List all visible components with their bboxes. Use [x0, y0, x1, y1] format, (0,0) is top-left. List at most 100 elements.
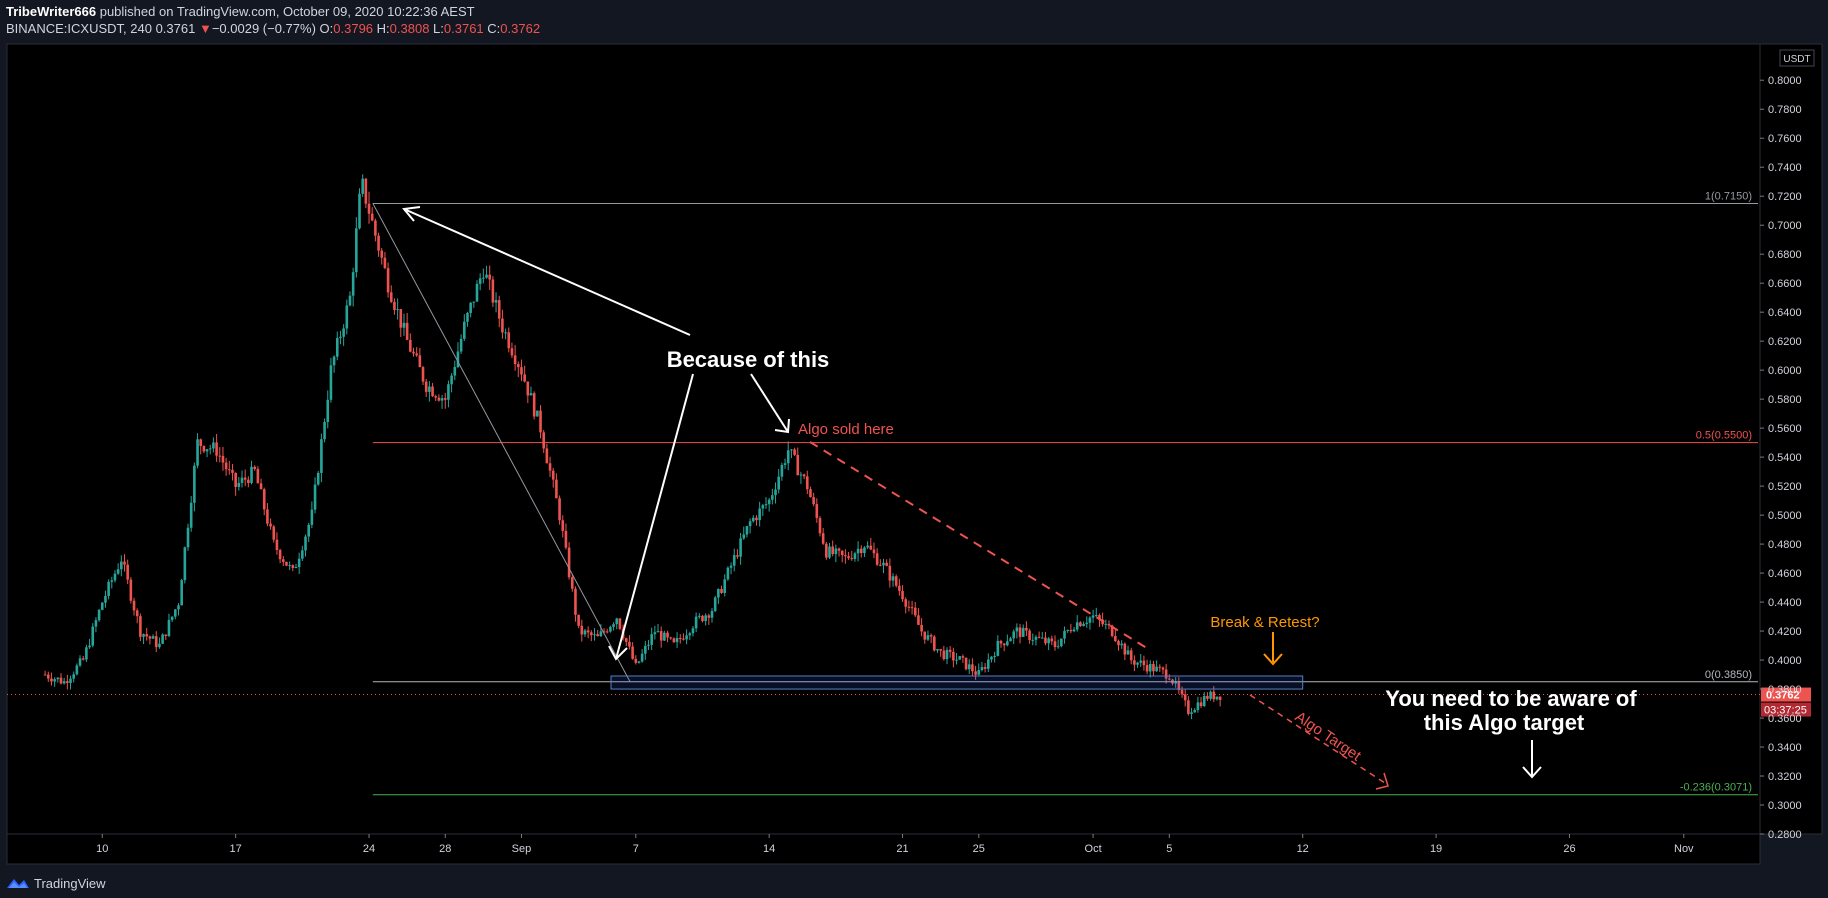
candle-body: [148, 636, 152, 639]
candle-body: [253, 466, 257, 470]
candle-body: [713, 597, 717, 612]
candle-body: [393, 301, 396, 310]
candle-body: [767, 499, 771, 505]
down-trend-line: [809, 441, 1151, 651]
candle-body: [1209, 691, 1212, 699]
candle-body: [761, 505, 765, 509]
candle-body: [145, 634, 149, 637]
candle-body: [497, 300, 501, 319]
candle-body: [904, 599, 908, 607]
candle-body: [456, 351, 460, 368]
candle-body: [1002, 643, 1006, 646]
candles-layer: [43, 174, 1222, 720]
tradingview-logo-icon[interactable]: [6, 875, 30, 891]
y-tick-label: 0.6400: [1768, 307, 1802, 319]
candle-body: [952, 651, 955, 661]
y-tick-label: 0.7600: [1768, 133, 1802, 145]
candle-body: [361, 178, 364, 194]
candle-body: [329, 365, 333, 400]
candle-body: [288, 565, 291, 567]
symbol-label[interactable]: BINANCE:ICXUSDT, 240: [6, 21, 152, 36]
candle-body: [694, 616, 698, 629]
candle-body: [88, 645, 91, 648]
arrow-head-icon: [402, 206, 421, 222]
candle-body: [475, 283, 479, 302]
arrow-head-icon: [608, 645, 628, 661]
candle-body: [383, 257, 387, 269]
candle-body: [154, 636, 158, 648]
candle-body: [78, 658, 82, 666]
candle-body: [1098, 615, 1101, 620]
publisher-name[interactable]: TribeWriter666: [6, 4, 97, 19]
low-value: 0.3761: [443, 21, 484, 36]
candle-body: [551, 470, 555, 480]
published-text: published on TradingView.com, October 09…: [99, 4, 475, 19]
candle-body: [389, 292, 393, 302]
candle-body: [1142, 660, 1146, 666]
candle-body: [183, 547, 187, 581]
candle-body: [478, 278, 482, 284]
candle-body: [123, 561, 126, 565]
x-tick-label: 28: [439, 843, 451, 855]
x-tick-label: 21: [896, 843, 908, 855]
candle-body: [307, 524, 310, 537]
change-down-icon: ▼: [198, 21, 212, 36]
orange-arrow-head-icon: [1263, 653, 1283, 666]
candle-body: [707, 615, 711, 618]
low-label: L:: [433, 21, 444, 36]
arrow-head-icon: [1522, 766, 1542, 779]
candle-body: [355, 228, 358, 273]
candle-body: [310, 509, 314, 525]
candle-body: [805, 476, 809, 490]
candle-body: [1145, 665, 1149, 672]
candle-body: [208, 448, 212, 450]
candle-body: [1161, 667, 1165, 670]
candle-body: [548, 463, 552, 471]
candle-body: [742, 534, 746, 539]
arrow-head-icon: [774, 418, 790, 434]
y-tick-label: 0.6600: [1768, 278, 1802, 290]
candle-body: [828, 546, 831, 558]
y-axis-ticks: 0.8000 0.7800 0.7600 0.7400 0.7200 0.7000 0.68…: [1760, 75, 1802, 841]
price-axis[interactable]: [1759, 43, 1823, 835]
candle-body: [1060, 638, 1063, 647]
y-tick-label: 0.7000: [1768, 220, 1802, 232]
candle-body: [69, 678, 72, 684]
time-axis[interactable]: [6, 833, 1761, 865]
plot-area[interactable]: [6, 43, 1761, 835]
y-tick-label: 0.7800: [1768, 104, 1802, 116]
candle-body: [466, 312, 469, 322]
candle-body: [1180, 690, 1184, 695]
y-tick-label: 0.7200: [1768, 191, 1802, 203]
candle-body: [104, 595, 107, 603]
candle-body: [170, 616, 174, 620]
candle-body: [961, 656, 965, 658]
candle-body: [561, 520, 565, 531]
tradingview-brand[interactable]: TradingView: [34, 876, 106, 891]
candle-body: [786, 450, 790, 464]
candle-body: [100, 602, 104, 610]
candle-body: [1056, 646, 1060, 648]
candle-body: [1148, 664, 1152, 672]
support-zone-box: [610, 675, 1304, 690]
countdown-badge: [1761, 702, 1811, 717]
y-tick-label: 0.5600: [1768, 423, 1802, 435]
candle-body: [1202, 695, 1206, 707]
candle-body: [421, 367, 425, 382]
candle-body: [504, 332, 507, 334]
candle-body: [570, 577, 574, 589]
candle-body: [212, 442, 215, 449]
candle-body: [202, 445, 206, 452]
candle-body: [764, 504, 768, 506]
candle-body: [647, 644, 650, 646]
candle-body: [590, 632, 593, 636]
candle-body: [370, 213, 374, 221]
candle-body: [1031, 639, 1035, 641]
candle-body: [1212, 691, 1216, 700]
candle-body: [132, 600, 136, 611]
candle-body: [542, 432, 545, 449]
candle-body: [174, 609, 177, 617]
candle-body: [637, 661, 641, 663]
candle-body: [717, 588, 720, 598]
